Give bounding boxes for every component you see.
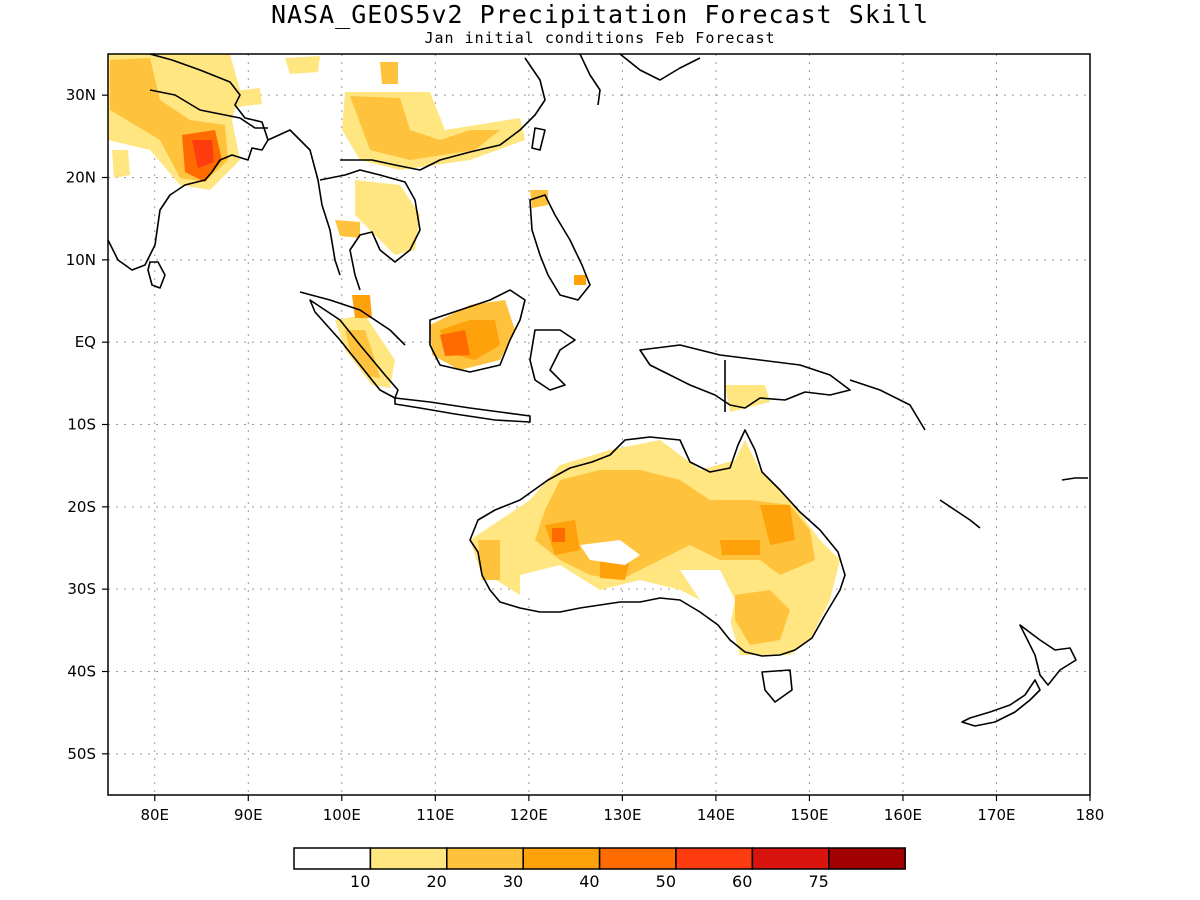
lat-tick-label: 50S <box>67 745 96 763</box>
coast-solomons <box>939 499 981 529</box>
colorbar-label: 10 <box>350 872 370 891</box>
colorbar-label: 60 <box>732 872 752 891</box>
coast-tasmania <box>761 669 793 703</box>
lat-tick-label: 20N <box>66 169 96 187</box>
skill-region-borneo-peak <box>440 330 470 356</box>
skill-region-sumatra-core <box>345 330 380 378</box>
colorbar-label: 30 <box>503 872 523 891</box>
coast-fiji <box>1061 477 1088 481</box>
skill-region-australia-peak1b <box>552 528 565 542</box>
skill-shading <box>108 54 840 655</box>
lat-tick-label: 20S <box>67 498 96 516</box>
coast-bismarck <box>849 379 926 431</box>
colorbar-swatch <box>828 847 906 870</box>
coast-nz-north <box>1019 624 1077 686</box>
coast-borneo <box>429 289 526 373</box>
chart-subtitle: Jan initial conditions Feb Forecast <box>424 29 776 47</box>
lat-tick-label: 40S <box>67 663 96 681</box>
lon-tick-label: 120E <box>510 806 548 824</box>
coast-japan <box>619 54 701 81</box>
chart-title: NASA_GEOS5v2 Precipitation Forecast Skil… <box>270 0 930 29</box>
coast-burma <box>267 129 341 276</box>
coast-china <box>340 57 546 171</box>
coast-newguinea <box>639 344 851 409</box>
axis-ticks: 80E 90E 100E 110E 120E 130E 140E 150E 160E 170E 18… <box>66 86 1105 824</box>
coast-korea <box>579 54 601 106</box>
coast-india <box>108 54 269 271</box>
coast-srilanka <box>147 261 166 289</box>
lon-tick-label: 150E <box>790 806 828 824</box>
skill-region-australia-white3 <box>680 570 735 625</box>
skill-region-australia-w <box>478 540 500 580</box>
coast-taiwan <box>531 127 546 151</box>
coast-sulawesi <box>529 329 576 391</box>
skill-region-tibet-blob3 <box>380 62 398 84</box>
lat-tick-label: 30S <box>67 580 96 598</box>
skill-region-australia-peak3 <box>720 540 760 555</box>
colorbar: 10 20 30 40 50 60 75 <box>293 847 906 891</box>
lon-tick-label: 80E <box>140 806 169 824</box>
skill-region-mindanao <box>574 275 586 285</box>
coast-indochina <box>319 169 421 291</box>
lon-tick-label: 90E <box>234 806 263 824</box>
colorbar-label: 75 <box>808 872 828 891</box>
coast-nz-south <box>961 679 1041 727</box>
lon-tick-label: 100E <box>323 806 361 824</box>
skill-region-thailand <box>335 220 360 238</box>
skill-region-indochina <box>355 180 420 255</box>
colorbar-swatch <box>369 847 448 870</box>
gridlines <box>108 54 1090 795</box>
coastlines <box>108 54 1088 727</box>
skill-region-australia-white1 <box>580 540 640 565</box>
skill-region-tibet-blob <box>225 88 262 108</box>
colorbar-label: 20 <box>426 872 446 891</box>
skill-region-newguinea <box>725 385 770 412</box>
colorbar-swatch <box>522 847 601 870</box>
lat-tick-label: 10N <box>66 251 96 269</box>
lat-tick-label: 10S <box>67 416 96 434</box>
skill-region-south-china-core <box>350 96 500 160</box>
plot-area <box>108 54 1090 795</box>
colorbar-swatch <box>293 847 372 870</box>
lon-tick-label: 170E <box>977 806 1015 824</box>
skill-region-australia-peak2 <box>760 505 795 545</box>
colorbar-swatch <box>598 847 677 870</box>
skill-region-tibet-blob2 <box>285 56 320 74</box>
lat-tick-label: EQ <box>75 333 96 351</box>
lat-tick-label: 30N <box>66 86 96 104</box>
skill-region-bangladesh-peak <box>192 140 214 168</box>
skill-region-australia-peak4 <box>600 560 630 580</box>
colorbar-label: 50 <box>656 872 676 891</box>
skill-region-malaysia <box>352 295 372 318</box>
skill-region-philippines <box>530 190 548 208</box>
lon-tick-label: 180 <box>1076 806 1105 824</box>
coast-australia <box>469 429 846 657</box>
skill-region-nindia-blob <box>112 150 130 178</box>
colorbar-swatch <box>751 847 830 870</box>
coast-malay <box>299 291 406 346</box>
lon-tick-label: 130E <box>603 806 641 824</box>
skill-region-australia-orange2 <box>735 590 790 645</box>
coast-philippines <box>529 194 591 301</box>
coast-himalaya <box>149 89 268 129</box>
colorbar-swatch <box>446 847 524 870</box>
lon-tick-label: 160E <box>884 806 922 824</box>
lon-tick-label: 110E <box>416 806 454 824</box>
colorbar-swatch <box>675 847 754 870</box>
lon-tick-label: 140E <box>697 806 735 824</box>
colorbar-label: 40 <box>579 872 599 891</box>
skill-region-australia-white2 <box>520 565 600 600</box>
coast-java <box>394 397 531 423</box>
